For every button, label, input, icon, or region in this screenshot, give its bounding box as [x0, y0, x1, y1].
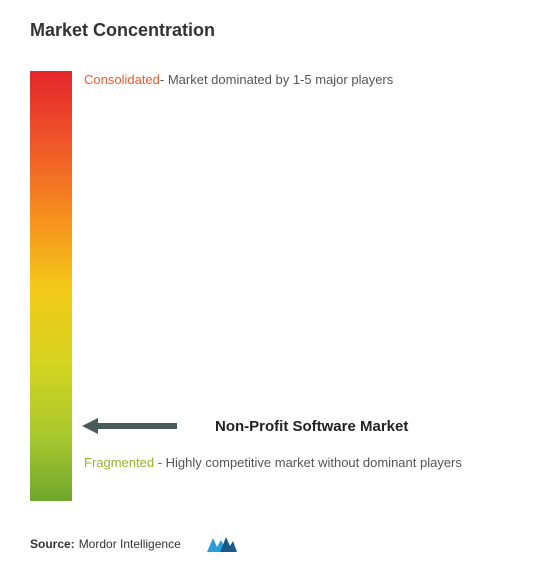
- source-row: Source: Mordor Intelligence: [30, 534, 238, 554]
- annotation-column: Consolidated- Market dominated by 1-5 ma…: [72, 71, 511, 501]
- fragmented-key: Fragmented: [84, 455, 154, 470]
- market-name: Non-Profit Software Market: [215, 418, 408, 435]
- arrow-left-icon: [82, 417, 177, 435]
- source-name: Mordor Intelligence: [79, 537, 181, 551]
- fragmented-desc: - Highly competitive market without domi…: [154, 455, 462, 470]
- consolidated-desc: - Market dominated by 1-5 major players: [160, 72, 393, 87]
- market-indicator: Non-Profit Software Market: [82, 417, 408, 435]
- chart-title: Market Concentration: [30, 20, 511, 41]
- chart-area: Consolidated- Market dominated by 1-5 ma…: [30, 71, 511, 501]
- mordor-logo-icon: [206, 534, 238, 554]
- consolidated-key: Consolidated: [84, 72, 160, 87]
- concentration-gradient-bar: [30, 71, 72, 501]
- consolidated-label: Consolidated- Market dominated by 1-5 ma…: [84, 71, 511, 89]
- fragmented-label: Fragmented - Highly competitive market w…: [84, 451, 501, 474]
- source-label: Source:: [30, 537, 75, 551]
